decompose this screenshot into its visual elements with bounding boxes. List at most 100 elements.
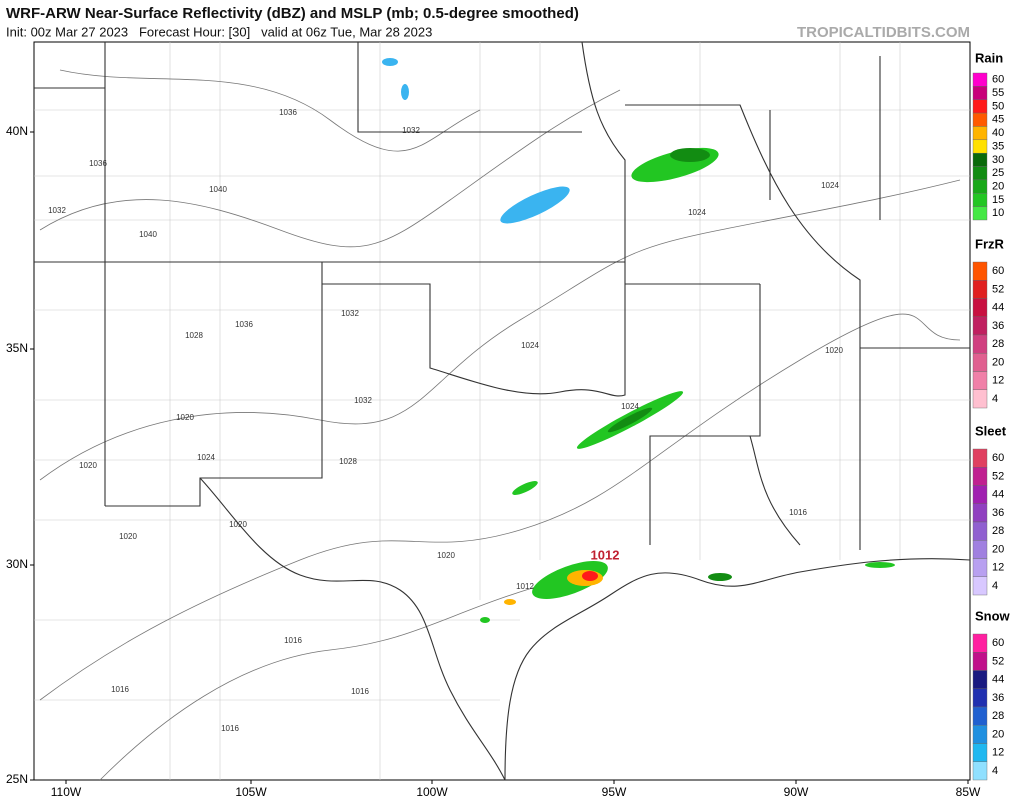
legend-swatch bbox=[972, 761, 988, 781]
legend-level: 12 bbox=[992, 375, 1004, 387]
isobar-label: 1040 bbox=[209, 185, 227, 194]
isobar-label: 1020 bbox=[119, 532, 137, 541]
isobar-label: 1020 bbox=[229, 520, 247, 529]
lat-label: 40N bbox=[6, 124, 28, 138]
legend-level: 52 bbox=[992, 283, 1004, 295]
legend-swatch bbox=[972, 389, 988, 409]
lon-label: 90W bbox=[784, 785, 809, 799]
legend-swatch bbox=[972, 206, 988, 221]
lon-label: 110W bbox=[51, 785, 82, 799]
legend-level: 55 bbox=[992, 87, 1004, 99]
isobar-label: 1024 bbox=[821, 181, 839, 190]
legend-level: 36 bbox=[992, 692, 1004, 704]
legend-swatch bbox=[972, 706, 988, 726]
legend-swatch bbox=[972, 467, 988, 486]
legend-level: 44 bbox=[992, 674, 1004, 686]
isobar-label: 1028 bbox=[339, 457, 357, 466]
isobar-label: 1020 bbox=[79, 461, 97, 470]
legend-swatch bbox=[972, 503, 988, 523]
legend-level: 52 bbox=[992, 470, 1004, 482]
legend-swatch bbox=[972, 448, 988, 468]
isobar-label: 1024 bbox=[197, 453, 215, 462]
legend-swatch bbox=[972, 126, 988, 141]
precipitation bbox=[382, 58, 895, 623]
site-name: TROPICALTIDBITS.COM bbox=[797, 24, 970, 41]
isobar-label: 1024 bbox=[621, 402, 639, 411]
legend-swatch bbox=[972, 633, 988, 653]
legend-level: 28 bbox=[992, 710, 1004, 722]
legend-swatch bbox=[972, 670, 988, 689]
legend-level: 44 bbox=[992, 489, 1004, 501]
legend-level: 12 bbox=[992, 562, 1004, 574]
lat-label: 35N bbox=[6, 341, 28, 355]
isobar-label: 1036 bbox=[279, 108, 297, 117]
lat-label: 30N bbox=[6, 557, 28, 571]
legend-swatch bbox=[972, 558, 988, 577]
legend-swatch bbox=[972, 179, 988, 194]
isobar-label: 1032 bbox=[402, 126, 420, 135]
legend-level: 4 bbox=[992, 393, 998, 405]
legend-swatch bbox=[972, 193, 988, 207]
legend-level: 12 bbox=[992, 747, 1004, 759]
legend-swatch bbox=[972, 521, 988, 541]
isobar-label: 1016 bbox=[221, 724, 239, 733]
legend-swatch bbox=[972, 576, 988, 596]
legend-swatch bbox=[972, 280, 988, 299]
legend-swatch bbox=[972, 688, 988, 708]
legend-swatch bbox=[972, 743, 988, 762]
lat-label: 25N bbox=[6, 772, 28, 786]
legend-level: 4 bbox=[992, 580, 998, 592]
legend-swatch bbox=[972, 261, 988, 281]
lon-label: 105W bbox=[235, 785, 267, 799]
isobar-label: 1040 bbox=[139, 230, 157, 239]
map bbox=[33, 41, 971, 781]
isobar-label: 1012 bbox=[516, 582, 534, 591]
isobar-label: 1036 bbox=[235, 320, 253, 329]
lon-label: 100W bbox=[416, 785, 448, 799]
legend-level: 60 bbox=[992, 74, 1004, 86]
legend-title: Sleet bbox=[975, 423, 1007, 438]
legend-level: 36 bbox=[992, 320, 1004, 332]
legend-level: 52 bbox=[992, 655, 1004, 667]
legend-swatch bbox=[972, 353, 988, 372]
isobar-label: 1024 bbox=[688, 208, 706, 217]
legend-level: 44 bbox=[992, 302, 1004, 314]
legend-swatch bbox=[972, 152, 988, 167]
legend-swatch bbox=[972, 371, 988, 390]
legend-level: 28 bbox=[992, 338, 1004, 350]
isobar-label: 1016 bbox=[789, 508, 807, 517]
legend-level: 35 bbox=[992, 140, 1004, 152]
isobar-label: 1020 bbox=[176, 413, 194, 422]
isobar-label: 1016 bbox=[111, 685, 129, 694]
legend-level: 50 bbox=[992, 100, 1004, 112]
legend-swatch bbox=[972, 485, 988, 504]
isobar-label: 1016 bbox=[284, 636, 302, 645]
legend-swatch bbox=[972, 139, 988, 154]
legend-swatch bbox=[972, 334, 988, 354]
legend-level: 30 bbox=[992, 154, 1004, 166]
isobar-label: 1032 bbox=[48, 206, 66, 215]
legend-swatch bbox=[972, 166, 988, 181]
legend-level: 40 bbox=[992, 127, 1004, 139]
legend-level: 45 bbox=[992, 114, 1004, 126]
legend-swatch bbox=[972, 725, 988, 744]
legend-level: 15 bbox=[992, 194, 1004, 206]
legend-title: Rain bbox=[975, 50, 1003, 65]
legend-swatch bbox=[972, 298, 988, 317]
legend-level: 10 bbox=[992, 207, 1004, 219]
legend-title: FrzR bbox=[975, 236, 1005, 251]
legend-swatch bbox=[972, 86, 988, 100]
lon-label: 85W bbox=[956, 785, 981, 799]
legend-level: 60 bbox=[992, 637, 1004, 649]
legend-level: 20 bbox=[992, 543, 1004, 555]
isobar-label: 1028 bbox=[185, 331, 203, 340]
legend-level: 60 bbox=[992, 452, 1004, 464]
legend-level: 28 bbox=[992, 525, 1004, 537]
legend-swatch bbox=[972, 540, 988, 559]
legend-swatch bbox=[972, 99, 988, 114]
legend-swatch bbox=[972, 112, 988, 127]
legend-swatch bbox=[972, 652, 988, 671]
legend-title: Snow bbox=[975, 608, 1011, 623]
isobar-label: 1032 bbox=[341, 309, 359, 318]
